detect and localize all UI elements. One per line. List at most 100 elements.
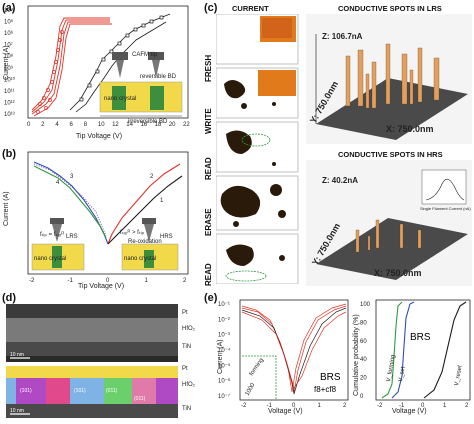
panel-a-x-tick-8: 16 (140, 122, 147, 128)
panel-e-cycles-label: 1000 (245, 382, 257, 397)
panel-e-left-f8: f8+cf8 (314, 385, 337, 394)
map-erase (216, 175, 299, 231)
panel-e-left-chart: 10⁻¹ 10⁻² 10⁻³ 10⁻⁴ 10⁻⁵ 10⁻⁶ 10⁻⁷ -2 -1 0 1 2 for… (217, 299, 349, 415)
panel-a-xlabel: Tip Voltage (V) (76, 133, 122, 140)
panel-e-right-curves (381, 301, 467, 399)
panel-a-y-tick-3: 10⁷ (4, 42, 13, 49)
panel-c-hrs-3d (306, 160, 472, 286)
panel-a-ylabel: Current (A) (3, 45, 10, 80)
panel-e-right-x-tick-1: -1 (399, 403, 405, 409)
panel-a-y-tick-8: 10¹² (4, 100, 15, 106)
panel-b-crystal-right: nano crystal (124, 256, 156, 262)
panel-e-right-x-tick-3: 1 (443, 403, 447, 409)
panel-a-irreversible-label: irreversible BD (128, 119, 168, 125)
panel-a-label: (a) (2, 2, 16, 14)
panel-b-x-tick-1: -1 (68, 278, 74, 284)
panel-b-num-2: 2 (150, 174, 154, 180)
panel-e-right-y-tick-5: 0 (360, 394, 364, 400)
panel-a-x-tick-9: 18 (155, 122, 162, 128)
map-read1 (216, 121, 299, 173)
panel-d-grain-3: (011) (106, 388, 118, 394)
panel-e-left-y-tick-6: 10⁻⁷ (218, 393, 230, 400)
panel-b-curves (33, 161, 183, 245)
panel-c-hrs-x: X: 750.0nm (374, 268, 422, 278)
panel-a-crystal-label: nano crystal (104, 96, 136, 102)
panel-e-left-y-tick-0: 10⁻¹ (218, 302, 230, 308)
panel-c-hrs-z: Z: 40.2nA (322, 176, 359, 185)
panel-d-hf-tag: HfO₂ (182, 382, 195, 388)
panel-d-scale1: 10 nm (10, 352, 24, 358)
panel-a-chart: 10⁴ 10⁵ 10⁶ 10⁷ 10⁸ 10⁹ 10¹⁰ 10¹¹ 10¹² 10¹³ 0 2 4 6 8… (3, 5, 190, 140)
panel-e-right-y-tick-4: 20 (360, 376, 367, 382)
panel-e-left-y-tick-4: 10⁻⁵ (218, 362, 231, 369)
panel-a-x-tick-10: 20 (169, 122, 176, 128)
panel-e-right-y-tick-2: 60 (360, 339, 367, 345)
panel-e-right-chart: 100 80 60 40 20 0 -2 -1 0 1 2 BRS V_forming V_set… (353, 299, 471, 415)
panel-b-chart: -2 -1 0 1 2 4 3 2 1 fₜᵢₚ = fₛᵤᵣᴿ LRS HRS fₛᵤ… (3, 151, 189, 290)
panel-a-y-tick-1: 10⁵ (4, 19, 14, 26)
panel-e-left-y-tick-5: 10⁻⁶ (218, 378, 231, 385)
panel-d-grain-1: (101) (20, 388, 32, 394)
panel-a-x-tick-2: 4 (55, 122, 59, 128)
panel-e-right-xlabel: Voltage (V) (392, 408, 427, 415)
panel-d-pt-tag: Pt (182, 366, 188, 372)
panel-e-forming-label: forming (249, 357, 265, 377)
panel-a-x-tick-0: 0 (27, 122, 31, 128)
panel-a-y-tick-2: 10⁶ (4, 30, 14, 37)
panel-a-reversible-label: reversible BD (140, 74, 177, 80)
panel-a-black-markers (79, 15, 164, 102)
panel-a-y-tick-9: 10¹³ (4, 112, 15, 118)
panel-b-num-1: 1 (160, 198, 164, 204)
panel-e-right-x-tick-2: 0 (421, 403, 425, 409)
panel-c-maps (216, 14, 299, 284)
map-write (216, 67, 299, 119)
panel-a-x-tick-1: 2 (41, 122, 45, 128)
panel-b-num-4: 4 (56, 180, 60, 186)
panel-e-vreset: V_reset (454, 365, 464, 387)
panel-b-x-tick-3: 1 (145, 278, 149, 284)
panel-e-left-x-tick-4: 2 (343, 403, 347, 409)
panel-a-inset (99, 52, 183, 117)
panel-e-left-x-tick-2: 0 (292, 403, 296, 409)
panel-b-x-tick-0: -2 (29, 278, 35, 284)
panel-e-left-frame (239, 299, 349, 401)
panel-a-y-tick-0: 10⁴ (4, 7, 14, 14)
panel-b-hrs-label: HRS (160, 234, 173, 240)
panel-e-left-curves (241, 303, 347, 395)
panel-c-lrs-3d (306, 14, 472, 144)
panel-e-right-x-tick-4: 2 (465, 403, 469, 409)
panel-e-left-xlabel: Voltage (V) (268, 408, 303, 415)
panel-e-right-y-tick-1: 80 (360, 320, 367, 326)
map-read2 (216, 233, 299, 284)
panel-a-frame (27, 5, 189, 119)
panel-b-ftip-label: fₜᵢₚ = fₛᵤᵣᴿ (40, 231, 64, 238)
panel-a-x-tick-5: 10 (98, 122, 105, 128)
panel-b-ylabel: Current (A) (3, 191, 10, 226)
panel-d-label: (d) (2, 292, 17, 304)
panel-d-scale2: 10 nm (10, 408, 24, 414)
panel-d-tin-tag: TiN (182, 406, 192, 412)
panel-a-x-tick-6: 12 (112, 122, 119, 128)
panel-c-lrs-z: Z: 106.7nA (322, 32, 363, 41)
panel-a-red-markers (36, 30, 64, 114)
panel-a-red-curves (31, 17, 112, 117)
map-fresh (216, 14, 299, 65)
panel-e-right-x-tick-0: -2 (377, 403, 383, 409)
panel-e-left-x-tick-0: -2 (241, 403, 247, 409)
panel-a-x-tick-4: 8 (84, 122, 88, 128)
panel-e-right-brs: BRS (410, 332, 431, 343)
panel-e-right-y-tick-3: 40 (360, 357, 367, 363)
panel-c-row-read2: READ (204, 263, 213, 286)
panel-e-right-y-tick-0: 100 (360, 302, 371, 308)
panel-c-hrs-title: CONDUCTIVE SPOTS IN HRS (338, 150, 443, 159)
panel-b-inset-right (121, 218, 179, 271)
panel-b-inset-left (31, 218, 85, 271)
panel-e-vset: V_set (398, 366, 407, 382)
panel-a-x-tick-11: 22 (183, 122, 190, 128)
panel-a-x-tick-3: 6 (70, 122, 74, 128)
panel-a-y-tick-6: 10¹⁰ (4, 76, 16, 83)
panel-c-current-header: CURRENT (232, 4, 269, 13)
panel-b-reox-label: Re-oxidation (128, 239, 162, 245)
panel-a-y-tick-4: 10⁸ (4, 53, 14, 60)
panel-c-row-erase: ERASE (204, 208, 213, 236)
